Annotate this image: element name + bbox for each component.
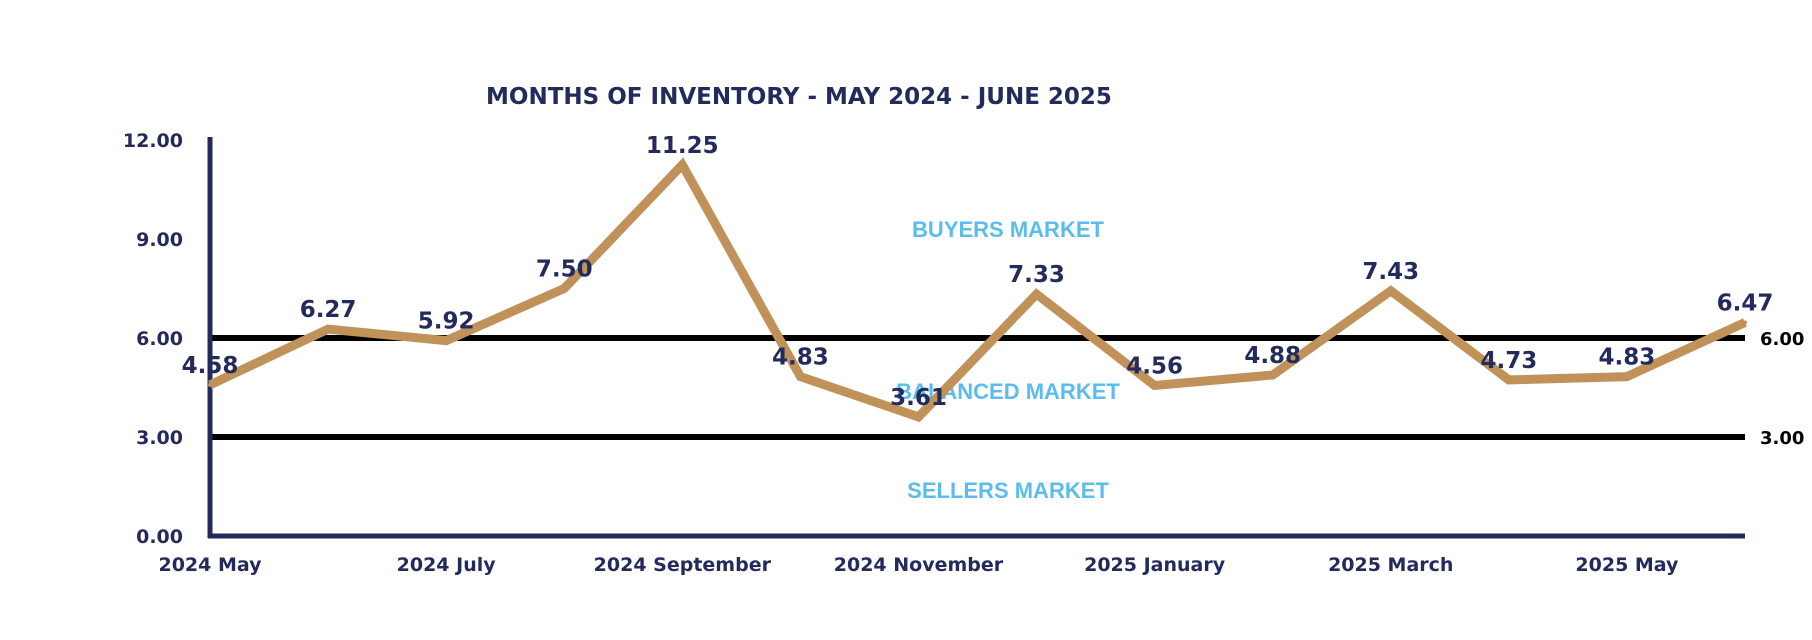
data-label: 7.43 (1362, 259, 1419, 285)
series-lines (208, 157, 1747, 423)
data-label: 7.50 (536, 257, 593, 283)
data-label: 7.33 (1008, 262, 1065, 288)
data-label: 6.47 (1717, 290, 1774, 316)
data-point (1743, 320, 1747, 325)
data-point (916, 414, 921, 419)
zone-label: SELLERS MARKET (907, 478, 1109, 503)
x-tick-label: 2025 January (1084, 554, 1226, 576)
data-label: 4.83 (772, 345, 829, 371)
data-label: 4.83 (1599, 345, 1656, 371)
data-labels: 4.58 6.27 5.92 7.50 11.25 4.83 3.61 7.33 4.56 4.8… (182, 133, 1774, 411)
x-axis-ticks: 2024 May 2024 July 2024 September 2024 Nove… (158, 554, 1679, 576)
y-tick-label: 12.00 (123, 130, 183, 152)
x-tick-label: 2024 November (834, 554, 1004, 576)
zone-label: BUYERS MARKET (912, 217, 1104, 242)
data-label: 4.73 (1480, 348, 1537, 374)
data-label: 4.58 (182, 353, 239, 379)
data-label: 3.61 (890, 385, 947, 411)
reference-line-label: 3.00 (1760, 428, 1804, 449)
y-tick-label: 6.00 (136, 328, 183, 350)
data-point (1034, 292, 1039, 297)
data-point (1152, 383, 1157, 388)
series-line (208, 157, 1747, 423)
data-label: 6.27 (300, 297, 357, 323)
data-point (798, 374, 803, 379)
data-point (208, 382, 212, 387)
data-point (1270, 372, 1275, 377)
x-tick-label: 2024 May (158, 554, 262, 576)
data-label: 4.56 (1126, 354, 1183, 380)
data-label: 4.88 (1244, 343, 1301, 369)
data-point (1506, 377, 1511, 382)
x-tick-label: 2024 September (594, 554, 772, 576)
x-tick-label: 2025 May (1575, 554, 1679, 576)
y-axis-ticks: 0.00 3.00 6.00 9.00 12.00 (123, 130, 183, 548)
axes (207, 137, 1745, 539)
data-point (1624, 374, 1629, 379)
x-tick-label: 2024 July (397, 554, 497, 576)
chart-title: MONTHS OF INVENTORY - MAY 2024 - JUNE 20… (486, 84, 1112, 110)
data-point (1388, 288, 1393, 293)
data-point (444, 338, 449, 343)
data-point (562, 286, 567, 291)
x-tick-label: 2025 March (1328, 554, 1453, 576)
reference-line-label: 6.00 (1760, 329, 1804, 350)
data-label: 11.25 (646, 133, 719, 159)
data-point (326, 327, 331, 332)
y-tick-label: 9.00 (136, 229, 183, 251)
y-tick-label: 3.00 (136, 427, 183, 449)
reference-lines: 6.00 3.00 (210, 329, 1804, 449)
data-label: 5.92 (418, 309, 475, 335)
y-tick-label: 0.00 (136, 526, 183, 548)
data-point (680, 162, 685, 167)
